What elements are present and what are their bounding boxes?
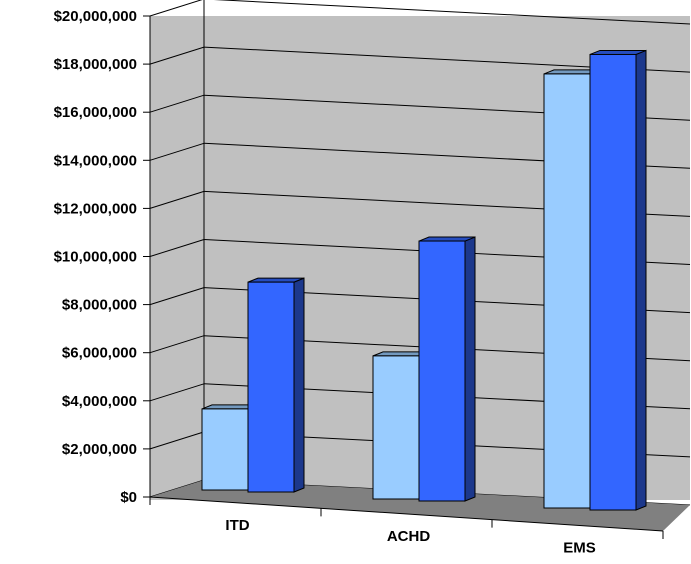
bar-front-face — [372, 355, 420, 500]
gridline — [213, 0, 691, 25]
gridline-side — [149, 190, 205, 209]
bar-ems-series-2 — [589, 49, 647, 511]
bar-front-face — [589, 53, 637, 511]
y-tick-label: $14,000,000 — [54, 152, 137, 169]
gridline-side — [149, 335, 205, 354]
axes — [143, 15, 664, 539]
gridline-side — [149, 383, 205, 402]
y-tick-label: $20,000,000 — [54, 8, 137, 25]
y-tick-label: $12,000,000 — [54, 200, 137, 217]
bar-itd-series-2 — [247, 277, 305, 493]
y-tick-label: $4,000,000 — [62, 393, 137, 410]
x-category-label-ems: EMS — [563, 539, 596, 556]
bar-front-face — [201, 408, 249, 491]
gridline-side — [149, 46, 205, 65]
bar-side-face — [635, 49, 647, 511]
gridline-side — [149, 239, 205, 257]
gridline-side — [149, 0, 203, 17]
x-category-label-achd: ACHD — [387, 528, 430, 545]
y-tick-label: $10,000,000 — [54, 249, 137, 266]
y-tick-label: $16,000,000 — [54, 104, 137, 121]
bar-top-face — [589, 49, 647, 55]
gridline-side — [149, 431, 205, 450]
bar-side-face — [464, 236, 476, 502]
bar-top-face — [247, 277, 305, 283]
bar-front-face — [543, 73, 591, 509]
y-tick-label: $18,000,000 — [54, 56, 137, 73]
y-tick-label: $2,000,000 — [62, 441, 137, 458]
bar-front-face — [247, 281, 295, 493]
bar-achd-series-2 — [418, 236, 476, 502]
bar-top-face — [418, 236, 476, 242]
bar-front-face — [418, 240, 466, 502]
gridline-side — [149, 287, 205, 306]
y-tick-label: $8,000,000 — [62, 297, 137, 314]
gridline-side — [149, 142, 205, 161]
y-tick-label: $0 — [120, 489, 137, 506]
x-category-label-itd: ITD — [225, 517, 249, 534]
y-tick-label: $6,000,000 — [62, 345, 137, 362]
x-axis-category-labels: ITD ACHD EMS — [225, 517, 595, 557]
gridline-side — [149, 94, 205, 113]
bar-side-face — [293, 277, 305, 493]
bars — [201, 49, 647, 511]
chart-floor — [150, 480, 690, 531]
y-axis-tick-labels: $0 $2,000,000 $4,000,000 $6,000,000 $8,000,0… — [54, 8, 137, 506]
x-axis-line — [149, 496, 664, 532]
